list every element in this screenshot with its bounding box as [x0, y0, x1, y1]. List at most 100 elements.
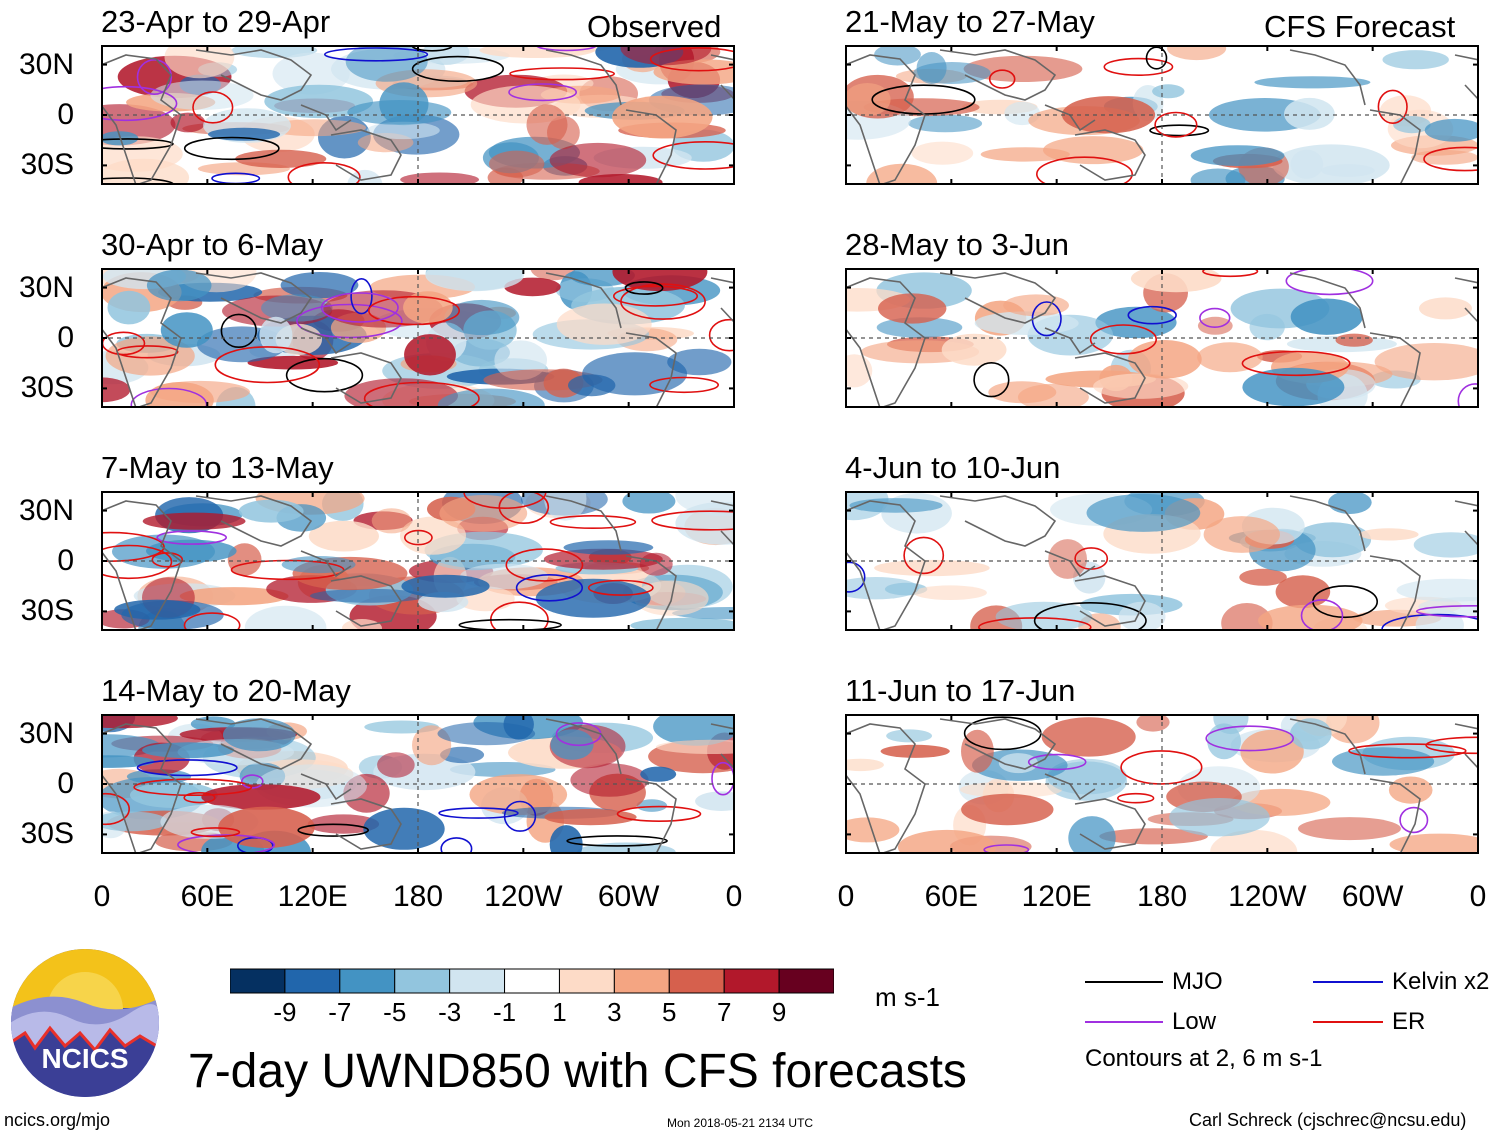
anomaly-shading [908, 114, 983, 133]
legend-label-kelvin: Kelvin x2 [1392, 968, 1490, 995]
anomaly-shading [1047, 758, 1127, 795]
contour-line [101, 544, 173, 580]
anomaly-shading [377, 752, 415, 778]
map-panel [845, 45, 1479, 185]
lat-label: 0 [57, 544, 74, 577]
anomaly-shading [101, 377, 131, 403]
anomaly-shading [440, 746, 485, 764]
anomaly-shading [620, 45, 712, 66]
anomaly-shading [636, 799, 668, 812]
anomaly-shading [535, 578, 651, 618]
anomaly-shading [1284, 97, 1335, 130]
footer-author: Carl Schreck (cjschrec@ncsu.edu) [1189, 1110, 1467, 1130]
anomaly-shading [101, 714, 178, 729]
anomaly-shading [886, 729, 933, 743]
contour-line [287, 162, 361, 185]
coastline [545, 495, 622, 552]
coastline [939, 495, 1057, 547]
anomaly-shading [1061, 96, 1156, 134]
contour-line [1202, 268, 1259, 278]
colorbar-swatch [339, 968, 396, 994]
coastline [845, 54, 926, 185]
lat-label: 30N [18, 47, 74, 81]
contour-line [1205, 725, 1295, 752]
anomaly-shading [582, 352, 688, 396]
forecast-column-title: CFS Forecast [1264, 9, 1456, 44]
lat-label: 30S [20, 817, 74, 851]
colorbar-tick-label: 9 [771, 997, 787, 1027]
coastline [1454, 54, 1479, 61]
coastline [1369, 555, 1421, 631]
contour-line [1103, 57, 1174, 76]
colorbar-tick-label: 7 [716, 997, 732, 1027]
colorbar-tick-label: -1 [492, 997, 517, 1027]
contour-line [515, 574, 584, 602]
contour-line [587, 579, 654, 596]
coastline [1289, 718, 1366, 775]
anomaly-shading [400, 172, 479, 185]
contour-line [566, 835, 668, 847]
anomaly-shading [150, 380, 250, 403]
contour-line [1285, 268, 1374, 296]
anomaly-shading [114, 599, 201, 620]
colorbar-swatch [449, 968, 506, 994]
anomaly-shading [1332, 747, 1435, 776]
anomaly-shading [913, 62, 991, 84]
contour-line [508, 83, 577, 102]
footer-url[interactable]: ncics.org/mjo [4, 1110, 111, 1130]
anomaly-shading [1290, 149, 1324, 179]
lat-label: 0 [57, 767, 74, 800]
coastline [1369, 778, 1421, 854]
anomaly-shading [404, 334, 456, 376]
colorbar-tick-label: -7 [328, 997, 352, 1027]
lon-label: 180 [392, 880, 444, 913]
contour-line [183, 791, 216, 804]
contour-line [649, 376, 719, 394]
coastline [1369, 332, 1421, 408]
contour-line [411, 55, 505, 82]
contour-line [367, 295, 460, 326]
coastline [101, 54, 182, 185]
logo-text: NCICS [41, 1043, 129, 1074]
coastline [1044, 327, 1096, 355]
coastline [545, 49, 622, 106]
contour-line [549, 514, 637, 529]
anomaly-shading [310, 588, 427, 603]
anomaly-shading [1190, 168, 1246, 185]
anomaly-shading [439, 495, 528, 532]
colorbar-tick-label: 5 [662, 997, 677, 1027]
contour-line [1027, 753, 1087, 771]
colorbar-swatch [723, 968, 780, 994]
anomaly-shading [695, 791, 735, 811]
anomaly-shading [544, 809, 637, 826]
anomaly-shading [640, 766, 677, 782]
anomaly-shading [1152, 84, 1185, 99]
anomaly-shading [345, 45, 428, 82]
anomaly-shading [622, 491, 676, 514]
coastline [300, 327, 352, 355]
anomaly-shading [489, 150, 545, 178]
anomaly-shading [1210, 829, 1298, 854]
coastline [101, 723, 182, 854]
anomaly-shading [1048, 539, 1087, 579]
lon-label: 60W [597, 880, 660, 913]
coastline [195, 272, 313, 324]
coastline [1454, 723, 1479, 730]
contour-line [1089, 324, 1157, 355]
lat-label: 30N [18, 716, 74, 750]
colorbar-tick-label: -5 [383, 997, 407, 1027]
map-panel [845, 714, 1479, 854]
coastline [1289, 495, 1366, 552]
coastline [1369, 109, 1421, 185]
coastline [195, 718, 313, 770]
map-panel-svg [845, 714, 1479, 854]
coastline [625, 778, 677, 854]
anomaly-shading [1167, 45, 1227, 61]
contour-line [350, 278, 373, 315]
contour-line [101, 792, 130, 826]
contour-line [192, 91, 234, 124]
anomaly-shading [1203, 516, 1280, 553]
coastline [300, 550, 352, 578]
anomaly-shading [1086, 493, 1201, 532]
coastline [1464, 84, 1479, 101]
